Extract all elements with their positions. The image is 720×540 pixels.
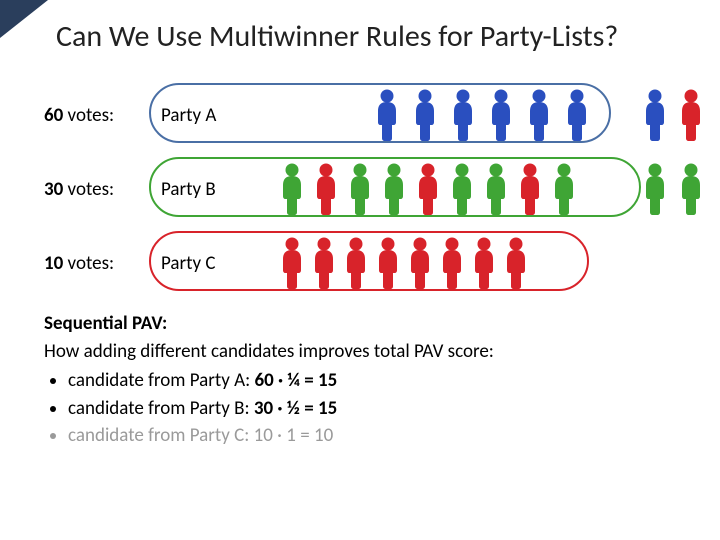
person-icon xyxy=(469,237,499,289)
person-icon xyxy=(405,237,435,289)
votes-label: 60 votes: xyxy=(44,104,149,127)
party-label: Party A xyxy=(149,104,244,127)
person-icon xyxy=(311,163,341,215)
votes-label: 10 votes: xyxy=(44,252,149,275)
bullet-b-pre: candidate from Party B: xyxy=(68,397,254,420)
party-label: Party B xyxy=(149,178,244,201)
corner-accent xyxy=(0,0,48,38)
bullet-party-a: candidate from Party A: 60 · ¼ = 15 xyxy=(68,367,494,395)
person-icon xyxy=(448,89,478,141)
person-icon xyxy=(501,237,531,289)
party-row: 60 votes:Party A xyxy=(44,78,602,152)
extra-people xyxy=(640,78,706,152)
bullet-party-c: candidate from Party C: 10 · 1 = 10 xyxy=(68,422,494,450)
bullet-a-pre: candidate from Party A: xyxy=(68,369,255,392)
votes-label: 30 votes: xyxy=(44,178,149,201)
party-row: 30 votes:Party B xyxy=(44,152,602,226)
people-group xyxy=(364,86,602,144)
person-icon xyxy=(447,163,477,215)
bullet-a-bold: 60 · ¼ = 15 xyxy=(255,369,338,392)
seq-pav-heading: Sequential PAV: xyxy=(44,312,167,335)
person-icon xyxy=(410,89,440,141)
person-icon xyxy=(549,163,579,215)
party-label: Party C xyxy=(149,252,244,275)
person-icon xyxy=(437,237,467,289)
person-icon xyxy=(277,237,307,289)
person-icon xyxy=(676,163,706,215)
person-icon xyxy=(640,89,670,141)
person-icon xyxy=(515,163,545,215)
person-icon xyxy=(372,89,402,141)
person-icon xyxy=(373,237,403,289)
bullet-b-bold: 30 · ½ = 15 xyxy=(254,397,337,420)
person-icon xyxy=(524,89,554,141)
extra-people xyxy=(640,226,706,300)
person-icon xyxy=(486,89,516,141)
person-icon xyxy=(277,163,307,215)
people-group xyxy=(269,234,541,292)
person-icon xyxy=(345,163,375,215)
person-icon xyxy=(379,163,409,215)
person-icon xyxy=(413,163,443,215)
improves-line: How adding different candidates improves… xyxy=(44,338,494,366)
party-row: 10 votes:Party C xyxy=(44,226,602,300)
person-icon xyxy=(562,89,592,141)
slide-title: Can We Use Multiwinner Rules for Party-L… xyxy=(56,18,618,55)
extra-people xyxy=(640,152,706,226)
person-icon xyxy=(676,89,706,141)
person-icon xyxy=(341,237,371,289)
bullet-party-b: candidate from Party B: 30 · ½ = 15 xyxy=(68,395,494,423)
person-icon xyxy=(481,163,511,215)
party-rows: 60 votes:Party A 30 votes:Party B xyxy=(44,78,602,300)
person-icon xyxy=(309,237,339,289)
people-group xyxy=(269,160,589,218)
explanation-block: Sequential PAV: How adding different can… xyxy=(44,310,494,450)
extra-column xyxy=(640,78,706,300)
person-icon xyxy=(640,163,670,215)
